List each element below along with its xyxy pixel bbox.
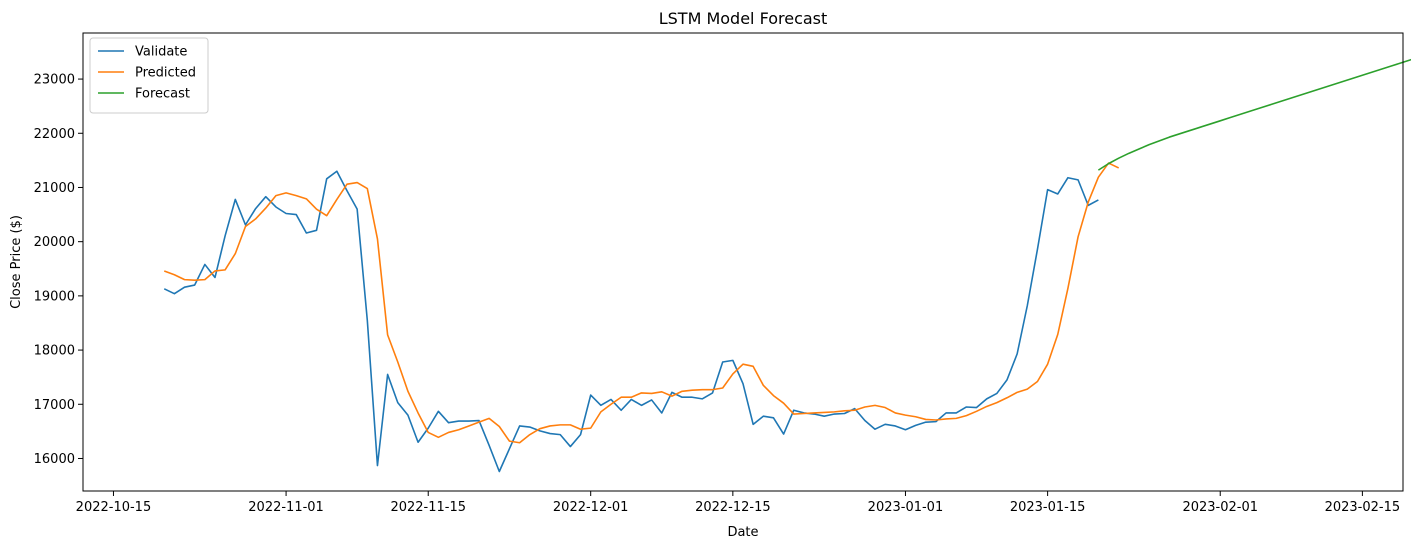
legend: Validate Predicted Forecast: [89, 37, 209, 114]
legend-label-forecast: Forecast: [135, 87, 190, 102]
y-tick-label: 17000: [34, 398, 75, 413]
y-tick-label: 21000: [34, 181, 75, 196]
x-tick-label: 2023-01-15: [1010, 500, 1086, 515]
legend-label-predicted: Predicted: [135, 66, 196, 81]
plot-area-frame: [82, 32, 1404, 492]
x-axis-label: Date: [727, 525, 758, 540]
x-tick-label: 2022-10-15: [76, 500, 152, 515]
plot-lines: [163, 58, 1411, 473]
y-tick-label: 23000: [34, 73, 75, 88]
y-tick-label: 16000: [34, 452, 75, 467]
x-tick-label: 2023-02-15: [1325, 500, 1401, 515]
y-tick-label: 22000: [34, 127, 75, 142]
x-tick-label: 2023-02-01: [1182, 500, 1258, 515]
x-tick-label: 2022-11-01: [248, 500, 324, 515]
y-tick-label: 20000: [34, 235, 75, 250]
series-line-predicted: [163, 162, 1120, 444]
y-axis-label: Close Price ($): [9, 215, 24, 309]
y-axis: 16000 17000 18000 19000 20000 21000 22000 23000: [34, 73, 83, 467]
legend-label-validate: Validate: [135, 45, 187, 60]
y-tick-label: 18000: [34, 344, 75, 359]
x-tick-label: 2022-12-15: [695, 500, 771, 515]
x-tick-label: 2022-12-01: [553, 500, 629, 515]
chart-title: LSTM Model Forecast: [659, 9, 828, 28]
y-tick-label: 19000: [34, 289, 75, 304]
series-line-validate: [163, 170, 1099, 473]
x-axis: 2022-10-15 2022-11-01 2022-11-15 2022-12-01…: [76, 491, 1400, 515]
series-line-forecast: [1097, 58, 1411, 171]
x-tick-label: 2023-01-01: [868, 500, 944, 515]
x-tick-label: 2022-11-15: [390, 500, 466, 515]
legend-box: [89, 37, 209, 114]
